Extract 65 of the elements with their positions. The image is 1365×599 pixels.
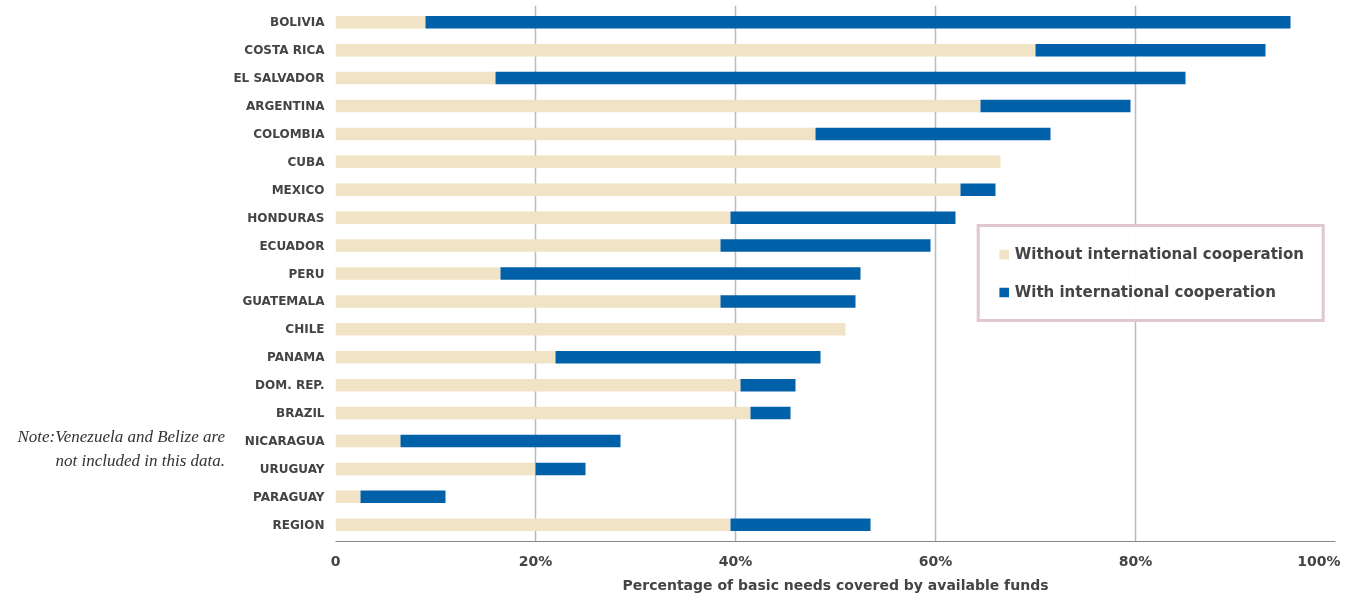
bar (425, 15, 1291, 29)
bar (335, 434, 401, 448)
bar (335, 15, 426, 29)
bar (335, 350, 556, 364)
y-tick-label: CHILE (285, 322, 325, 337)
bar (335, 43, 1036, 57)
legend-label: Without international cooperation (1014, 245, 1304, 263)
y-tick-label: HONDURAS (247, 210, 325, 225)
bar (335, 378, 741, 392)
x-tick-label: 20% (518, 552, 553, 569)
y-tick-label: URUGUAY (259, 461, 325, 476)
bar (980, 99, 1131, 113)
bar (335, 462, 536, 476)
y-tick-label: REGION (272, 517, 325, 532)
y-tick-label: CUBA (287, 154, 326, 169)
y-tick-label: ECUADOR (259, 238, 325, 253)
bar (335, 239, 721, 252)
bar (535, 462, 586, 476)
y-tick-label: DOM. REP. (255, 378, 325, 393)
bar (960, 183, 996, 197)
bar (720, 295, 856, 308)
bar (335, 323, 846, 336)
bar (400, 434, 621, 448)
y-tick-label: EL SALVADOR (233, 71, 325, 86)
y-tick-label: PERU (288, 266, 325, 281)
bar (335, 518, 731, 532)
x-axis-title: Percentage of basic needs covered by available funds (622, 576, 1049, 593)
bar (335, 127, 816, 141)
y-tick-label: PANAMA (266, 350, 326, 365)
bar (360, 490, 446, 504)
bar (335, 406, 751, 420)
y-tick-label: MEXICO (271, 182, 325, 197)
y-tick-label: COSTA RICA (244, 43, 326, 58)
bar (335, 490, 361, 504)
x-tick-label: 60% (918, 552, 953, 569)
x-tick-label: 80% (1118, 552, 1153, 569)
bar (730, 518, 871, 532)
bar (1035, 43, 1266, 57)
y-tick-label: COLOMBIA (253, 126, 326, 141)
bar (335, 99, 981, 113)
bar (335, 295, 721, 308)
bar (335, 71, 496, 85)
bar (750, 406, 791, 420)
bar (335, 211, 731, 224)
bar (495, 71, 1186, 85)
y-tick-label: BOLIVIA (270, 15, 326, 30)
x-tick-label: 0 (330, 552, 341, 569)
bar (815, 127, 1051, 141)
text: Note:Venezuela and Belize are not included in this data. (16, 426, 225, 473)
bar (335, 155, 1001, 169)
y-tick-label: ARGENTINA (245, 99, 326, 113)
y-tick-label: GUATEMALA (242, 294, 326, 309)
y-tick-label: BRAZIL (276, 406, 325, 421)
bar (730, 211, 956, 224)
bar (740, 378, 796, 392)
bar (720, 239, 931, 252)
bar (500, 267, 861, 280)
bar (555, 350, 821, 364)
x-tick-label: 40% (718, 552, 753, 569)
legend-label: With international cooperation (1014, 283, 1276, 301)
bar (335, 267, 501, 280)
y-tick-label: PARAGUAY (252, 489, 325, 504)
x-tick-label: 100% (1297, 552, 1341, 569)
y-tick-label: NICARAGUA (244, 434, 326, 448)
bar (335, 183, 961, 197)
